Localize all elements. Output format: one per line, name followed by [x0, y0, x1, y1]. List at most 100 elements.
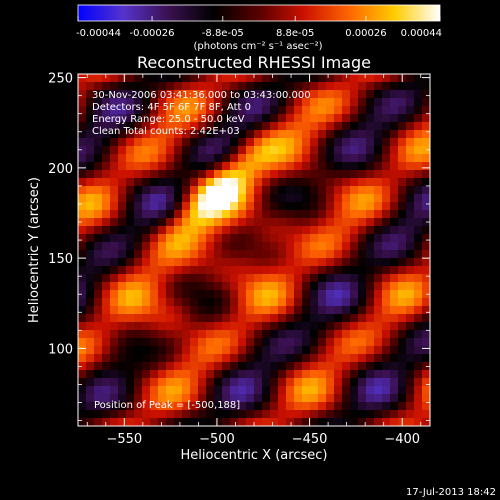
heatmap-cell	[422, 402, 430, 411]
heatmap-cell	[358, 242, 367, 251]
heatmap-cell	[398, 130, 407, 139]
heatmap-cell	[222, 162, 231, 171]
heatmap-cell	[374, 250, 383, 259]
heatmap-cell	[342, 154, 351, 163]
heatmap-cell	[270, 306, 279, 315]
heatmap-cell	[294, 330, 303, 339]
heatmap-cell	[174, 402, 183, 411]
heatmap-cell	[310, 202, 319, 211]
heatmap-cell	[102, 322, 111, 331]
heatmap-cell	[102, 338, 111, 347]
heatmap-cell	[286, 306, 295, 315]
heatmap-cell	[366, 402, 375, 411]
heatmap-cell	[126, 346, 135, 355]
heatmap-cell	[366, 274, 375, 283]
heatmap-cell	[422, 418, 430, 426]
heatmap-cell	[350, 362, 359, 371]
heatmap-cell	[94, 314, 103, 323]
heatmap-cell	[382, 154, 391, 163]
heatmap-cell	[78, 90, 87, 99]
heatmap-cell	[358, 162, 367, 171]
heatmap-cell	[342, 178, 351, 187]
heatmap-cell	[110, 250, 119, 259]
heatmap-cell	[334, 202, 343, 211]
heatmap-cell	[254, 154, 263, 163]
heatmap-cell	[222, 82, 231, 91]
heatmap-cell	[398, 82, 407, 91]
heatmap-cell	[358, 90, 367, 99]
heatmap-cell	[94, 298, 103, 307]
heatmap-cell	[246, 178, 255, 187]
heatmap-cell	[166, 138, 175, 147]
heatmap-cell	[342, 74, 351, 83]
heatmap-cell	[94, 218, 103, 227]
heatmap-cell	[350, 242, 359, 251]
heatmap-cell	[422, 378, 430, 387]
heatmap-cell	[198, 162, 207, 171]
heatmap-cell	[94, 242, 103, 251]
heatmap-cell	[374, 82, 383, 91]
heatmap-cell	[206, 322, 215, 331]
heatmap-cell	[158, 306, 167, 315]
heatmap-cell	[206, 74, 215, 83]
heatmap-cell	[318, 338, 327, 347]
heatmap-cell	[94, 210, 103, 219]
heatmap-cell	[142, 354, 151, 363]
heatmap-cell	[102, 154, 111, 163]
heatmap-cell	[326, 122, 335, 131]
heatmap-cell	[390, 90, 399, 99]
heatmap-cell	[222, 138, 231, 147]
heatmap-cell	[102, 290, 111, 299]
heatmap-cell	[198, 130, 207, 139]
heatmap-cell	[342, 82, 351, 91]
heatmap-cell	[182, 282, 191, 291]
heatmap-cell	[174, 370, 183, 379]
heatmap-cell	[262, 74, 271, 83]
heatmap-cell	[158, 266, 167, 275]
heatmap-cell	[174, 170, 183, 179]
heatmap-cell	[262, 98, 271, 107]
heatmap-cell	[206, 394, 215, 403]
heatmap-cell	[118, 290, 127, 299]
heatmap-cell	[294, 74, 303, 83]
heatmap-cell	[358, 146, 367, 155]
heatmap-cell	[182, 170, 191, 179]
heatmap-cell	[118, 234, 127, 243]
heatmap-cell	[422, 330, 430, 339]
heatmap-cell	[102, 362, 111, 371]
heatmap-cell	[78, 202, 87, 211]
heatmap-cell	[334, 370, 343, 379]
heatmap-cell	[174, 114, 183, 123]
heatmap-cell	[238, 314, 247, 323]
heatmap-cell	[134, 186, 143, 195]
heatmap-cell	[278, 306, 287, 315]
heatmap-cell	[134, 378, 143, 387]
heatmap-cell	[302, 306, 311, 315]
heatmap-cell	[334, 82, 343, 91]
heatmap-cell	[414, 362, 423, 371]
heatmap-cell	[94, 114, 103, 123]
heatmap-cell	[406, 386, 415, 395]
heatmap-cell	[318, 106, 327, 115]
x-tick-label: −450	[292, 432, 328, 447]
heatmap-cell	[166, 90, 175, 99]
heatmap-cell	[326, 306, 335, 315]
heatmap-cell	[286, 250, 295, 259]
heatmap-cell	[174, 186, 183, 195]
heatmap-cell	[262, 146, 271, 155]
heatmap-cell	[294, 274, 303, 283]
heatmap-cell	[310, 146, 319, 155]
heatmap-cell	[150, 138, 159, 147]
heatmap-cell	[422, 346, 430, 355]
heatmap-cell	[262, 106, 271, 115]
heatmap-cell	[238, 74, 247, 83]
heatmap-cell	[150, 410, 159, 419]
heatmap-cell	[134, 218, 143, 227]
heatmap-cell	[230, 242, 239, 251]
heatmap-cell	[238, 410, 247, 419]
heatmap-cell	[398, 330, 407, 339]
heatmap-cell	[270, 242, 279, 251]
heatmap-cell	[334, 298, 343, 307]
heatmap-cell	[270, 218, 279, 227]
heatmap-cell	[238, 154, 247, 163]
